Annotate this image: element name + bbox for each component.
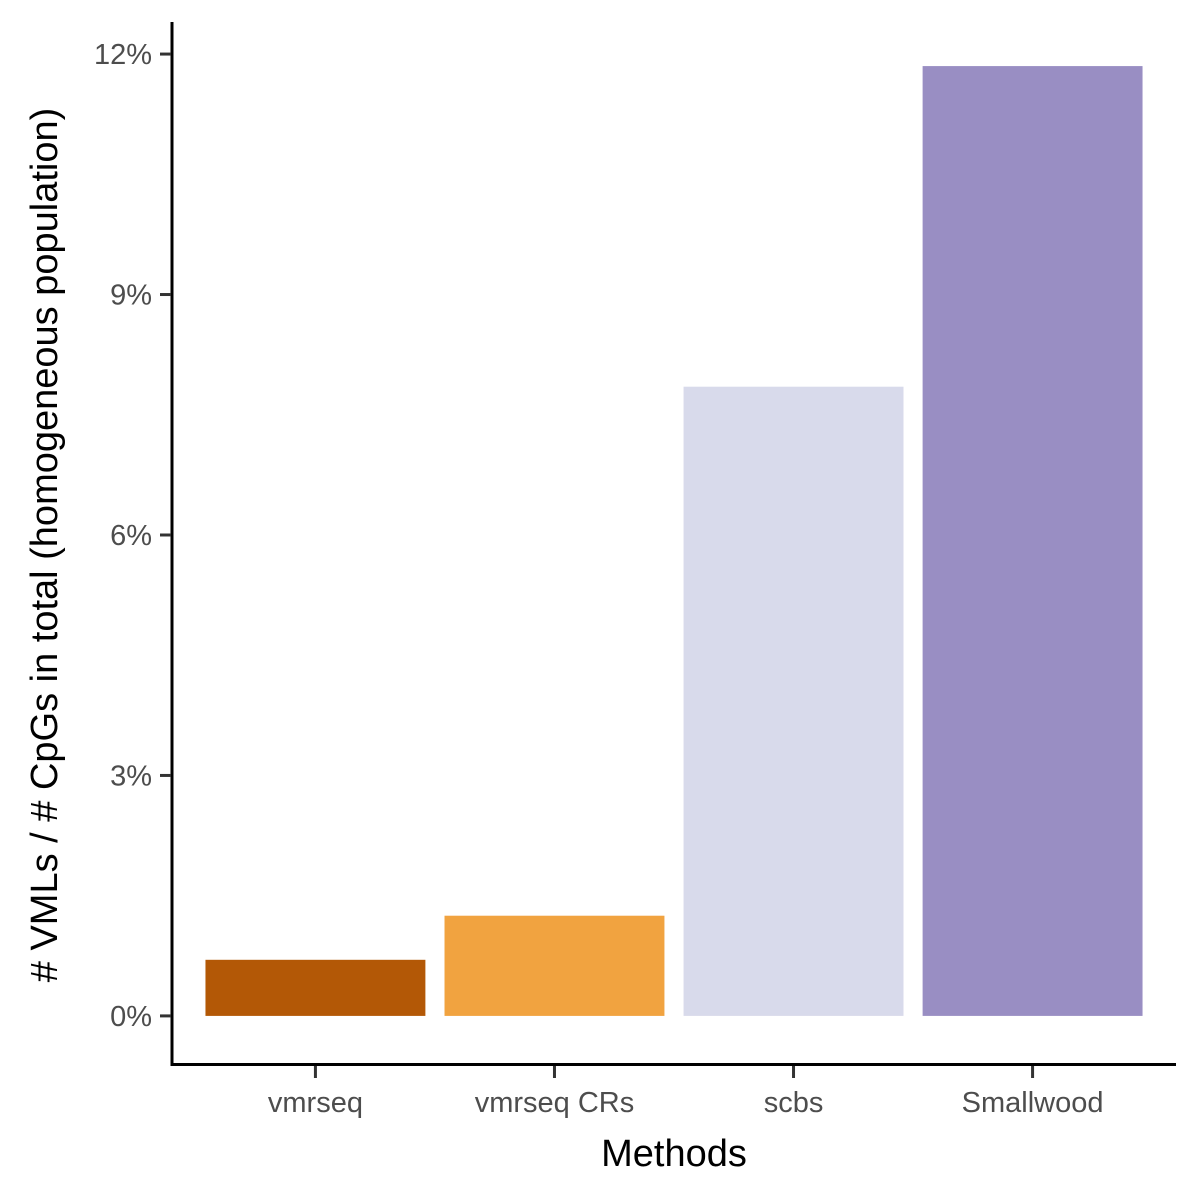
- x-ticks-group: vmrseq vmrseq CRs scbs Smallwood: [268, 1066, 1104, 1119]
- x-tick-label: vmrseq: [268, 1087, 363, 1119]
- y-ticks-group: 0% 3% 6% 9% 12%: [94, 39, 171, 1033]
- x-tick-label: vmrseq CRs: [475, 1087, 635, 1119]
- y-tick-label: 12%: [94, 39, 152, 71]
- x-tick-label: Smallwood: [962, 1087, 1104, 1119]
- y-tick-label: 9%: [110, 280, 152, 312]
- bars-group: [205, 66, 1143, 1016]
- y-axis-title: # VMLs / # CpGs in total (homogeneous po…: [24, 108, 66, 983]
- x-tick-label: scbs: [764, 1087, 824, 1119]
- bar-smallwood: [922, 66, 1143, 1016]
- bar-vmrseq: [205, 959, 426, 1016]
- y-tick-label: 6%: [110, 520, 152, 552]
- bar-scbs: [683, 386, 904, 1016]
- y-tick-label: 3%: [110, 760, 152, 792]
- x-axis-title: Methods: [601, 1133, 747, 1175]
- bar-vmrseq-crs: [444, 915, 665, 1016]
- y-tick-label: 0%: [110, 1001, 152, 1033]
